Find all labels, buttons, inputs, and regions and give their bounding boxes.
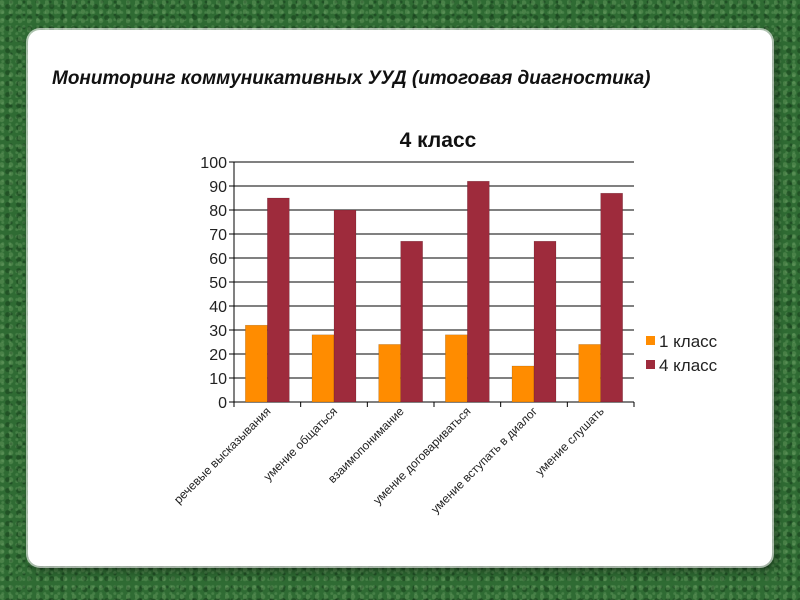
y-tick-label: 0 [218, 395, 227, 412]
bar [533, 240, 557, 403]
y-tick-label: 70 [209, 227, 227, 244]
y-tick-label: 60 [209, 251, 227, 268]
x-tick-label: умение слушать [533, 404, 607, 478]
chart-title: 4 класс [400, 129, 477, 152]
x-tick-label: умение вступать в диалог [428, 404, 540, 516]
y-tick-label: 80 [209, 203, 227, 220]
bar [333, 209, 357, 403]
bar [378, 344, 401, 403]
bar [445, 334, 468, 403]
y-tick-label: 10 [209, 371, 227, 388]
x-tick-label: речевые высказывания [171, 404, 273, 506]
y-tick-label: 100 [200, 155, 227, 172]
y-tick-label: 90 [209, 179, 227, 196]
y-tick-label: 30 [209, 323, 227, 340]
bar [578, 344, 601, 403]
slide-panel: Мониторинг коммуникативных УУД (итоговая… [28, 30, 772, 566]
bar [311, 334, 335, 403]
bar [467, 180, 490, 403]
y-tick-label: 40 [209, 299, 227, 316]
bar [267, 197, 290, 403]
bar [245, 324, 268, 403]
y-tick-label: 50 [209, 275, 227, 292]
y-tick-label: 20 [209, 347, 227, 364]
legend-swatch [646, 360, 655, 369]
legend-label: 1 класс [659, 332, 718, 351]
bar [400, 240, 423, 403]
legend-label: 4 класс [659, 356, 718, 375]
bar [600, 192, 623, 403]
legend-swatch [646, 336, 655, 345]
bar [511, 365, 535, 403]
slide-title: Мониторинг коммуникативных УУД (итоговая… [52, 68, 651, 89]
